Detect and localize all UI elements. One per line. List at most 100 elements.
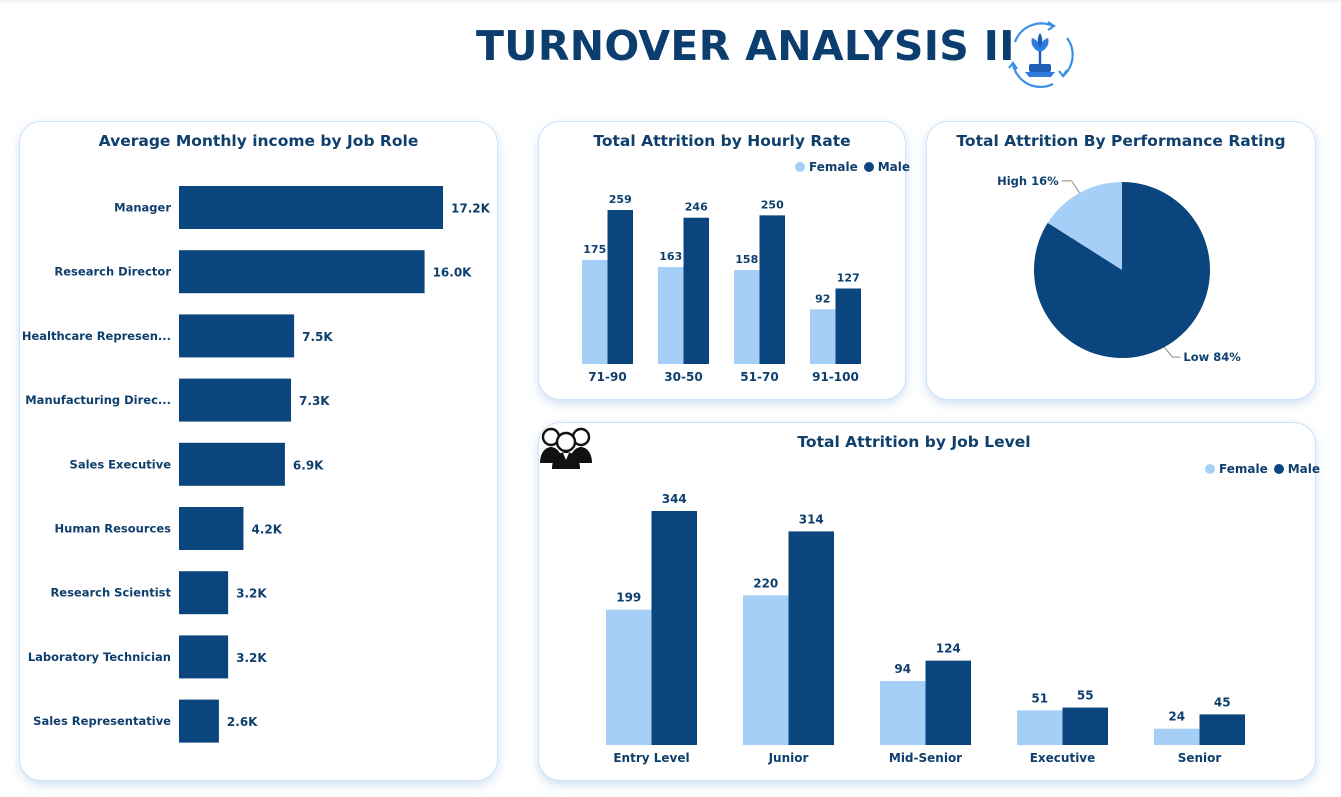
job-level-card: Total Attrition by Job Level Female Male… xyxy=(538,422,1320,781)
data-label: 3.2K xyxy=(236,651,267,665)
category-label: Laboratory Technician xyxy=(28,650,171,664)
data-label: 17.2K xyxy=(451,202,491,216)
data-label: 7.5K xyxy=(302,330,333,344)
high-slice xyxy=(1047,182,1122,270)
data-label: 250 xyxy=(761,198,784,211)
category-label: Mid-Senior xyxy=(889,751,962,765)
male-bar xyxy=(835,288,861,364)
low-slice-label: Low 84% xyxy=(1183,350,1241,364)
data-label: 314 xyxy=(799,512,824,526)
income-bar xyxy=(179,699,219,743)
sprout-cycle-icon xyxy=(1008,21,1074,89)
category-label: Sales Representative xyxy=(33,714,171,728)
income-by-role-card: Average Monthly income by Job Role Manag… xyxy=(19,121,498,781)
legend-male-label: Male xyxy=(1287,462,1320,476)
data-label: 6.9K xyxy=(293,458,324,472)
high-slice-label: High 16% xyxy=(997,174,1059,188)
high-leader-line xyxy=(1061,180,1081,194)
income-bar xyxy=(179,250,425,294)
male-bar xyxy=(1199,714,1245,745)
legend-male-label: Male xyxy=(877,160,910,174)
data-label: 163 xyxy=(659,250,682,263)
data-label: 94 xyxy=(894,662,911,676)
category-label: Senior xyxy=(1178,751,1222,765)
data-label: 92 xyxy=(815,292,830,305)
category-label: Human Resources xyxy=(55,522,172,536)
data-label: 45 xyxy=(1214,695,1231,709)
data-label: 3.2K xyxy=(236,587,267,601)
data-label: 220 xyxy=(753,576,778,590)
category-label: Executive xyxy=(1030,751,1096,765)
data-label: 127 xyxy=(837,271,860,284)
category-label: 91-100 xyxy=(812,370,859,384)
data-label: 16.0K xyxy=(433,266,473,280)
legend-female-dot xyxy=(1205,464,1215,474)
male-bar xyxy=(651,511,697,745)
category-label: 30-50 xyxy=(664,370,702,384)
income-chart-title: Average Monthly income by Job Role xyxy=(98,132,419,150)
data-label: 24 xyxy=(1168,710,1185,724)
top-divider xyxy=(0,0,1341,4)
category-label: Healthcare Represen... xyxy=(22,329,171,343)
data-label: 7.3K xyxy=(299,394,330,408)
female-bar xyxy=(880,681,926,745)
legend-female-dot xyxy=(795,162,805,172)
female-bar xyxy=(658,267,684,364)
legend-female-label: Female xyxy=(809,160,858,174)
hourly-rate-card: Total Attrition by Hourly Rate Female Ma… xyxy=(538,121,910,400)
job-level-legend: Female Male xyxy=(1205,462,1320,476)
income-bar-chart: Manager 17.2K Research Director 16.0K Health… xyxy=(22,186,491,743)
income-bar xyxy=(179,571,229,615)
income-bar xyxy=(179,507,244,550)
performance-pie-chart: High 16% Low 84% xyxy=(997,174,1241,364)
category-label: Research Scientist xyxy=(50,586,171,600)
male-bar xyxy=(788,531,834,745)
low-slice xyxy=(1034,182,1210,359)
job-level-bar-chart: Entry Level Junior Mid-Senior Executive Seni… xyxy=(606,492,1245,765)
income-bar xyxy=(179,378,292,422)
people-group-icon xyxy=(540,427,592,469)
hourly-legend: Female Male xyxy=(795,160,910,174)
male-bar xyxy=(607,210,633,364)
income-bar xyxy=(179,442,285,486)
low-leader-line xyxy=(1164,346,1181,358)
category-label: Sales Executive xyxy=(70,457,172,471)
data-label: 259 xyxy=(609,193,632,206)
data-label: 158 xyxy=(735,253,758,266)
female-bar xyxy=(606,609,652,745)
data-label: 246 xyxy=(685,201,708,214)
job-level-chart-title: Total Attrition by Job Level xyxy=(797,433,1031,451)
legend-male-dot xyxy=(1273,464,1284,474)
category-label: 51-70 xyxy=(740,370,778,384)
income-bar xyxy=(179,186,443,229)
performance-rating-card: Total Attrition By Performance Rating Hi… xyxy=(926,121,1316,400)
male-bar xyxy=(683,217,709,364)
data-label: 2.6K xyxy=(227,715,258,729)
female-bar xyxy=(582,259,608,364)
income-bar xyxy=(179,635,229,679)
legend-male-dot xyxy=(863,162,874,172)
category-label: 71-90 xyxy=(588,370,626,384)
male-bar xyxy=(1062,707,1108,745)
performance-chart-title: Total Attrition By Performance Rating xyxy=(956,132,1286,150)
page-title: TURNOVER ANALYSIS II xyxy=(476,22,1015,70)
data-label: 4.2K xyxy=(251,523,282,537)
data-label: 344 xyxy=(662,492,687,506)
category-label: Manager xyxy=(114,201,171,215)
data-label: 51 xyxy=(1031,691,1048,705)
female-bar xyxy=(1154,728,1200,745)
male-bar xyxy=(925,660,971,745)
category-label: Junior xyxy=(768,751,809,765)
category-label: Manufacturing Direc... xyxy=(25,393,171,407)
legend-female-label: Female xyxy=(1219,462,1268,476)
hourly-bar-chart: 71-90 30-50 51-70 91-100 175 259 163 246 158 250 9… xyxy=(582,193,861,384)
hourly-chart-title: Total Attrition by Hourly Rate xyxy=(593,132,851,150)
female-bar xyxy=(1017,710,1063,745)
female-bar xyxy=(810,309,836,364)
data-label: 175 xyxy=(583,243,606,256)
data-label: 199 xyxy=(616,591,641,605)
male-bar xyxy=(759,215,785,364)
female-bar xyxy=(734,270,760,364)
female-bar xyxy=(743,595,789,745)
category-label: Entry Level xyxy=(613,751,689,765)
